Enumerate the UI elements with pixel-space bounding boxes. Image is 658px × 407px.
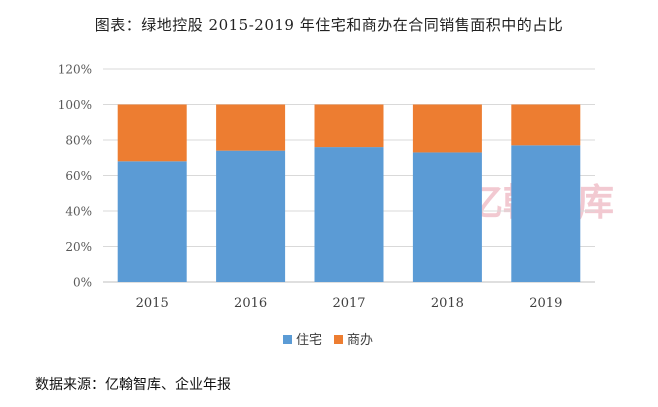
bar-commercial bbox=[412, 104, 482, 153]
x-tick-label: 2017 bbox=[332, 296, 365, 311]
bar-commercial bbox=[511, 104, 581, 146]
x-tick-label: 2018 bbox=[431, 296, 464, 311]
y-tick-label: 80% bbox=[65, 134, 92, 148]
x-tick-label: 2019 bbox=[529, 296, 562, 311]
legend: 住宅 商办 bbox=[283, 333, 373, 348]
legend-swatch bbox=[283, 335, 292, 344]
y-tick-label: 40% bbox=[65, 205, 92, 219]
bars bbox=[117, 104, 581, 282]
bar-commercial bbox=[314, 104, 384, 148]
bar-commercial bbox=[117, 104, 187, 162]
chart-title: 图表：绿地控股 2015-2019 年住宅和商办在合同销售面积中的占比 bbox=[94, 16, 564, 34]
data-source-note: 数据来源：亿翰智库、企业年报 bbox=[35, 377, 231, 393]
x-tick-label: 2016 bbox=[234, 296, 267, 311]
bar-commercial bbox=[216, 104, 286, 151]
x-tick-label: 2015 bbox=[136, 296, 169, 311]
y-tick-label: 100% bbox=[58, 98, 92, 112]
bar-residential bbox=[511, 145, 581, 282]
y-axis: 0% 20% 40% 60% 80% 100% 120% bbox=[58, 63, 92, 290]
legend-label: 商办 bbox=[347, 333, 373, 348]
legend-label: 住宅 bbox=[296, 333, 322, 348]
y-tick-label: 60% bbox=[65, 169, 92, 183]
bar-residential bbox=[216, 150, 286, 282]
bar-residential bbox=[314, 147, 384, 282]
bar-residential bbox=[117, 161, 187, 282]
bar-residential bbox=[412, 152, 482, 282]
y-tick-label: 20% bbox=[65, 240, 92, 254]
x-axis: 2015 2016 2017 2018 2019 bbox=[136, 296, 563, 311]
legend-swatch bbox=[334, 335, 343, 344]
y-tick-label: 120% bbox=[58, 63, 92, 77]
y-tick-label: 0% bbox=[73, 276, 92, 290]
